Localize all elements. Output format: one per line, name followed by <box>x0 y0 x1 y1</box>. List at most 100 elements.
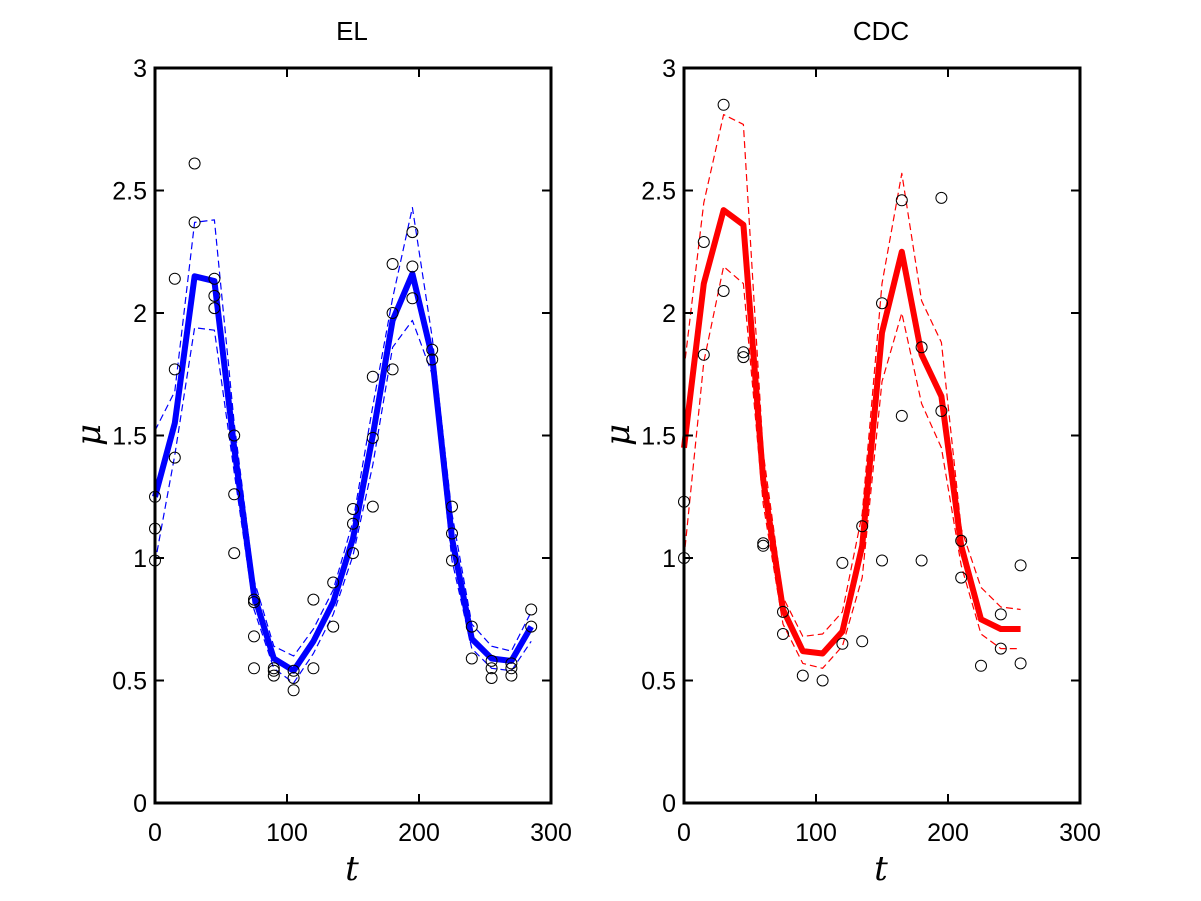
cdc-data-point <box>895 194 908 207</box>
el-y-tick-label: 1 <box>133 545 147 573</box>
cdc-x-tick-label: 100 <box>795 819 837 847</box>
el-data-point <box>485 672 498 684</box>
cdc-mean-line <box>681 207 1021 657</box>
cdc-data-point <box>895 409 908 422</box>
el-data-point <box>485 654 498 667</box>
el-data-point <box>248 662 260 675</box>
cdc-x-axis-label: t <box>874 849 888 889</box>
cdc-data-point <box>777 605 789 618</box>
el-data-point <box>168 363 181 376</box>
el-data-point <box>208 289 221 302</box>
el-data-point <box>347 517 359 530</box>
el-data-point <box>248 593 260 606</box>
el-data-point <box>267 662 280 675</box>
el-data-point <box>386 258 399 270</box>
el-x-tick-label: 200 <box>398 819 440 847</box>
el-y-tick-label: 3 <box>133 55 147 83</box>
cdc-data-point <box>955 571 968 584</box>
cdc-data-point <box>796 669 809 682</box>
el-x-tick-label: 0 <box>148 819 162 847</box>
el-data-point <box>347 503 359 515</box>
cdc-x-tick-label: 200 <box>927 819 969 847</box>
cdc-y-tick-label: 2.5 <box>641 178 676 206</box>
el-data-point <box>426 353 439 366</box>
el-y-tick-label: 1.5 <box>112 423 147 451</box>
el-data-point <box>366 500 379 513</box>
cdc-y-tick-label: 0 <box>662 790 676 818</box>
cdc-data-point <box>836 556 849 569</box>
el-data-point <box>228 429 241 442</box>
cdc-data-point <box>1014 657 1027 670</box>
el-lower-line <box>154 319 532 684</box>
cdc-data-point <box>737 351 750 364</box>
cdc-y-tick-label: 3 <box>662 55 676 83</box>
el-data-point <box>228 488 241 501</box>
el-data-point <box>386 363 399 376</box>
el-data-point <box>446 554 458 567</box>
el-data-point <box>505 669 518 682</box>
cdc-lower-line <box>683 265 1021 669</box>
cdc-data-point <box>915 341 928 354</box>
el-data-point <box>386 307 399 319</box>
el-y-tick-label: 0 <box>133 790 147 818</box>
el-upper-line <box>154 207 532 657</box>
el-data-point <box>287 684 300 697</box>
el-data-point <box>366 431 379 444</box>
cdc-y-tick-label: 1.5 <box>641 423 676 451</box>
el-x-tick-label: 100 <box>266 819 308 847</box>
cdc-ticks: 0 100 200 300 0 0.5 1 1.5 2 2.5 3 <box>641 55 1101 847</box>
cdc-data-point <box>994 642 1007 655</box>
el-data-point <box>406 226 419 239</box>
cdc-x-tick-label: 0 <box>677 819 691 847</box>
el-data-point <box>446 527 458 540</box>
el-data-point <box>248 596 260 609</box>
cdc-data-point <box>915 554 928 567</box>
el-data-point <box>327 576 340 589</box>
el-data-point <box>505 657 518 670</box>
el-data-point <box>188 216 201 229</box>
cdc-y-axis-label: μ <box>598 424 638 446</box>
cdc-y-tick-label: 0.5 <box>641 668 676 696</box>
el-data-point <box>168 272 181 285</box>
el-data-point <box>485 662 498 675</box>
cdc-data-point <box>975 659 987 672</box>
el-y-tick-label: 0.5 <box>112 668 147 696</box>
el-y-tick-label: 2 <box>133 300 147 328</box>
el-data-point <box>307 662 320 675</box>
el-y-tick-label: 2.5 <box>112 178 147 206</box>
el-data-point <box>465 652 478 665</box>
el-data-point <box>465 620 478 633</box>
el-y-axis-label: μ <box>69 424 109 446</box>
el-data-point <box>307 593 320 606</box>
el-data-point <box>168 451 181 464</box>
el-data-point <box>267 664 280 677</box>
el-ticks: 0 100 200 300 0 0.5 1 1.5 2 2.5 3 <box>112 55 572 847</box>
cdc-data-point <box>955 534 968 547</box>
cdc-data-point <box>836 637 849 650</box>
cdc-data-point <box>737 346 750 359</box>
cdc-upper-line <box>683 113 1021 638</box>
cdc-data-point <box>757 537 770 550</box>
cdc-data-point <box>816 674 829 687</box>
el-data-point <box>208 272 221 285</box>
el-data-point <box>406 292 419 305</box>
cdc-data-point <box>717 98 730 111</box>
cdc-data-point <box>935 405 948 417</box>
el-data-point <box>327 620 340 633</box>
el-data-point <box>525 603 538 616</box>
el-plot-marks <box>149 157 538 697</box>
cdc-data-point <box>1014 559 1027 572</box>
cdc-plot-marks <box>678 98 1027 687</box>
el-data-point <box>347 547 359 560</box>
cdc-y-tick-label: 1 <box>662 545 676 573</box>
el-x-axis-label: t <box>345 849 359 889</box>
el-chart-title: EL <box>336 16 368 46</box>
el-data-point <box>426 343 439 356</box>
el-data-point <box>505 662 518 675</box>
cdc-data-point <box>876 297 888 310</box>
cdc-data-point <box>856 520 869 533</box>
el-data-point <box>366 370 379 383</box>
cdc-data-point <box>757 539 770 552</box>
